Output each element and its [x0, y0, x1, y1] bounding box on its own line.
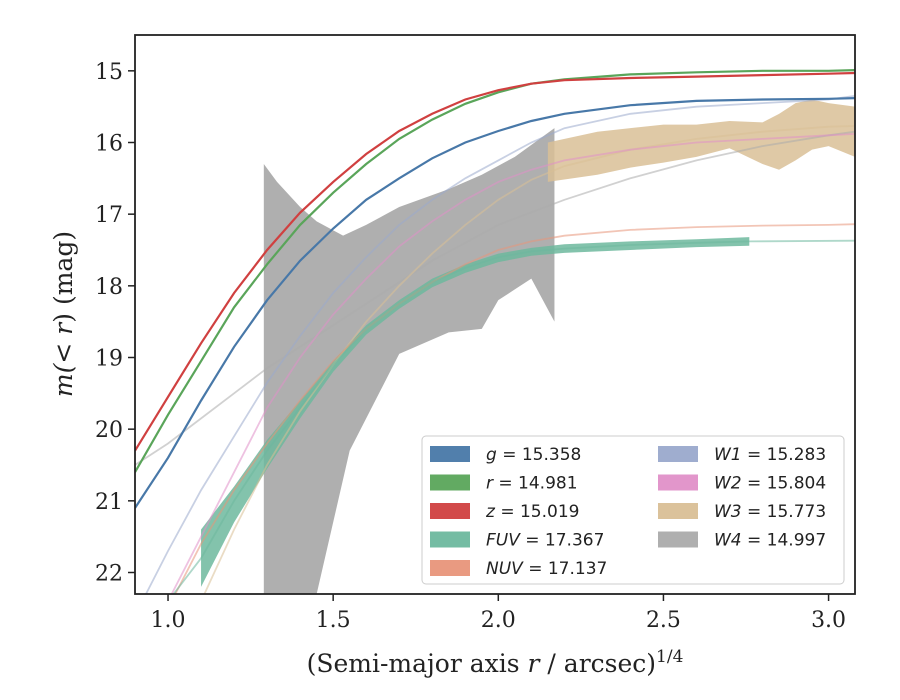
x-tick-label: 1.0: [151, 608, 186, 633]
legend-swatch-fuv: [430, 531, 470, 548]
y-tick-label: 22: [95, 562, 123, 587]
y-tick-label: 20: [95, 418, 123, 443]
legend-label-r: r = 14.981: [486, 474, 578, 494]
band-w3: [547, 99, 855, 182]
legend-swatch-w2: [658, 474, 698, 491]
uncertainty-bands: [201, 99, 855, 594]
curve-r: [135, 69, 855, 473]
y-tick-label: 19: [95, 347, 123, 372]
plot-frame: [134, 34, 856, 595]
model-curves: [135, 69, 855, 594]
curve-w1: [144, 95, 855, 594]
x-axis-ticks: 1.0 1.5 2.0 2.5 3.0: [151, 594, 846, 633]
legend-swatch-g: [430, 446, 470, 462]
y-axis-title: m(< r) (mag): [49, 231, 78, 397]
curve-w4: [135, 130, 855, 466]
curve-z: [135, 71, 855, 452]
band-w4: [263, 128, 555, 594]
legend-label-w4: W4 = 14.997: [714, 531, 826, 551]
y-tick-label: 18: [95, 275, 123, 300]
legend-swatch-r: [430, 474, 470, 491]
x-tick-label: 3.0: [811, 608, 846, 633]
legend-box: [421, 435, 845, 585]
legend-label-z: z = 15.019: [485, 502, 579, 522]
legend-swatch-w1: [658, 446, 698, 462]
curve-g: [135, 97, 855, 509]
legend-swatch-w3: [658, 503, 698, 519]
x-axis-title: (Semi-major axis r / arcsec)1/4: [307, 647, 684, 678]
y-tick-label: 16: [95, 132, 123, 157]
y-tick-label: 21: [95, 490, 123, 515]
legend-swatch-nuv: [430, 560, 470, 576]
legend-swatch-w4: [658, 531, 698, 548]
curve-w3: [203, 125, 855, 594]
y-tick-label: 17: [95, 203, 123, 228]
legend-swatch-z: [430, 503, 470, 519]
curve-w2: [170, 133, 855, 594]
x-tick-label: 2.5: [646, 608, 681, 633]
legend: g = 15.358 r = 14.981 z = 15.019 FUV = 17.3…: [421, 435, 845, 585]
legend-label-w1: W1 = 15.283: [714, 445, 826, 465]
curve-fuv: [172, 239, 855, 594]
x-tick-label: 2.0: [481, 608, 516, 633]
legend-label-w3: W3 = 15.773: [714, 502, 826, 522]
legend-label-w2: W2 = 15.804: [714, 474, 826, 494]
y-tick-label: 15: [95, 60, 123, 85]
legend-label-g: g = 15.358: [486, 445, 581, 465]
y-axis-ticks: 15 16 17 18 19 20 21 22: [95, 60, 135, 587]
legend-label-fuv: FUV = 17.367: [486, 531, 604, 551]
x-tick-label: 1.5: [316, 608, 351, 633]
legend-label-nuv: NUV = 17.137: [486, 559, 607, 579]
